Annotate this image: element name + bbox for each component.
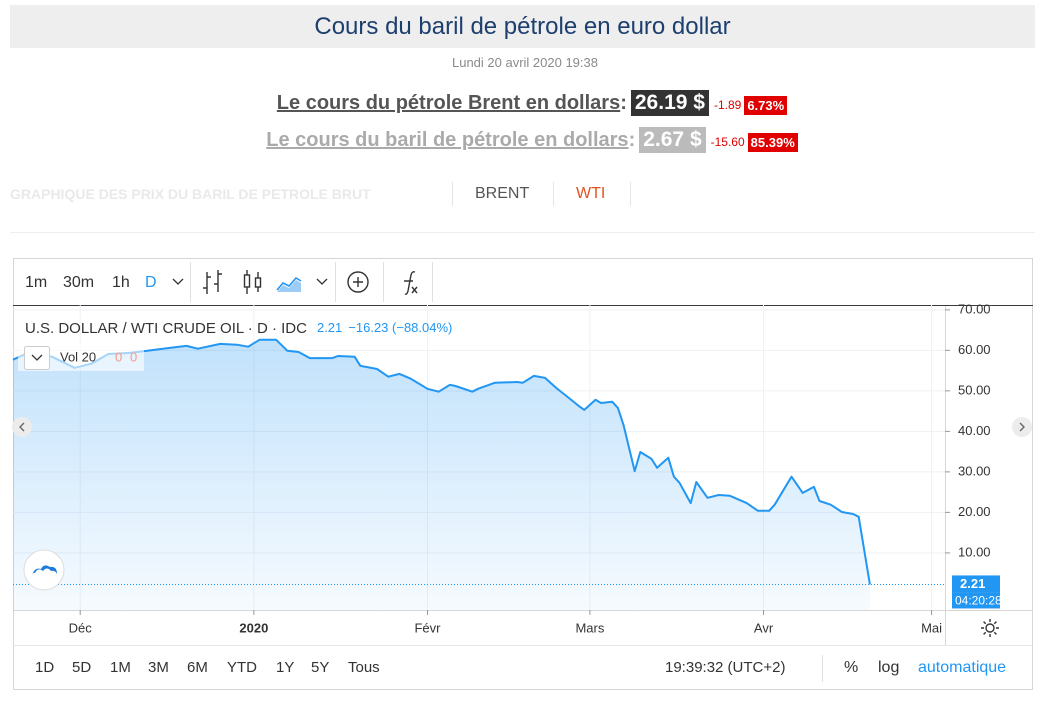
y-tick-label: 60.00: [958, 342, 991, 357]
quote-link[interactable]: Le cours du pétrole Brent en dollars: [276, 91, 621, 114]
y-tick-label: 70.00: [958, 301, 991, 316]
symbol: U.S. DOLLAR / WTI CRUDE OIL · D · IDC: [25, 320, 307, 337]
range-button[interactable]: 6M: [187, 659, 208, 676]
divider: [10, 232, 1035, 233]
auto-toggle[interactable]: automatique: [918, 659, 1006, 676]
y-tick-label: 20.00: [958, 504, 991, 519]
chart-title: U.S. DOLLAR / WTI CRUDE OIL · D · IDC 2.2…: [25, 320, 452, 337]
price-line: [12, 338, 871, 585]
quote-change: -1.89: [713, 98, 742, 112]
legend-last: 2.21: [317, 320, 342, 335]
y-tick-label: 10.00: [958, 544, 991, 559]
tab[interactable]: BRENT: [475, 185, 530, 202]
tab-separator: [630, 182, 631, 206]
quote-link[interactable]: Le cours du baril de pétrole en dollars: [266, 128, 629, 151]
tab-separator: [553, 182, 554, 206]
log-toggle[interactable]: log: [878, 659, 899, 676]
interval[interactable]: D: [145, 274, 157, 291]
quote-row: Le cours du baril de pétrole en dollars …: [0, 126, 1050, 154]
range-button[interactable]: 5Y: [311, 659, 329, 676]
x-tick-label: 2020: [239, 620, 268, 635]
scroll-left[interactable]: [12, 417, 32, 437]
colon: :: [620, 91, 627, 114]
volume-label: Vol 20: [60, 349, 96, 364]
tabs-heading: GRAPHIQUE DES PRIX DU BARIL DE PETROLE B…: [10, 186, 371, 202]
y-tick-label: 40.00: [958, 423, 991, 438]
indicators-icon[interactable]: [404, 271, 418, 295]
page-title: Cours du baril de pétrole en euro dollar: [10, 5, 1035, 48]
legend-change: −16.23 (−88.04%): [348, 320, 452, 335]
interval-dropdown[interactable]: [172, 278, 184, 285]
quote-price: 26.19 $: [630, 90, 709, 116]
interval[interactable]: 1h: [112, 274, 130, 291]
compare-icon[interactable]: [347, 271, 369, 293]
quote-percent: 85.39%: [747, 132, 798, 152]
x-tick-label: Févr: [414, 620, 441, 635]
candle-icon[interactable]: [243, 270, 262, 294]
x-tick-label: Avr: [754, 620, 774, 635]
x-tick-label: Mars: [575, 620, 604, 635]
countdown-box: [952, 592, 1000, 609]
quote-price: 2.67 $: [639, 127, 706, 153]
percent-toggle[interactable]: %: [844, 659, 858, 676]
quote-percent: 6.73%: [744, 95, 788, 115]
range-button[interactable]: 1Y: [276, 659, 294, 676]
y-tick-label: 50.00: [958, 382, 991, 397]
range-button[interactable]: YTD: [227, 659, 257, 676]
volume-value: 0: [115, 349, 122, 364]
volume-toggle[interactable]: [24, 346, 50, 370]
area-fill: [13, 339, 870, 610]
last-price-box: [952, 575, 1000, 593]
plot: [12, 305, 945, 610]
quote-change: -15.60: [710, 135, 745, 149]
volume-value: 0: [130, 349, 137, 364]
bar-icon[interactable]: [203, 270, 222, 294]
scroll-right[interactable]: [1012, 417, 1032, 437]
range-button[interactable]: 1M: [110, 659, 131, 676]
range-button[interactable]: 3M: [148, 659, 169, 676]
last-price-label: 2.21: [960, 576, 985, 591]
interval[interactable]: 30m: [63, 274, 94, 291]
tab-separator: [452, 182, 453, 206]
toolbar-separators: [190, 262, 433, 302]
range-button[interactable]: Tous: [348, 659, 380, 676]
date: Lundi 20 avril 2020 19:38: [451, 55, 598, 70]
x-tick-label: Déc: [69, 620, 93, 635]
interval[interactable]: 1m: [25, 274, 47, 291]
y-tick-label: 30.00: [958, 463, 991, 478]
logo[interactable]: [23, 549, 65, 591]
clock: 19:39:32 (UTC+2): [665, 659, 785, 676]
countdown-label: 04:20:28: [955, 594, 1002, 608]
quote-row: Le cours du pétrole Brent en dollars : 2…: [0, 89, 1050, 117]
tab[interactable]: WTI: [576, 185, 606, 202]
chart-type-dropdown[interactable]: [316, 278, 328, 285]
range-button[interactable]: 1D: [35, 659, 54, 676]
settings[interactable]: [981, 619, 999, 637]
x-tick-label: Mai: [921, 620, 942, 635]
area-icon[interactable]: [276, 276, 302, 292]
range-button[interactable]: 5D: [72, 659, 91, 676]
colon: :: [628, 128, 636, 151]
